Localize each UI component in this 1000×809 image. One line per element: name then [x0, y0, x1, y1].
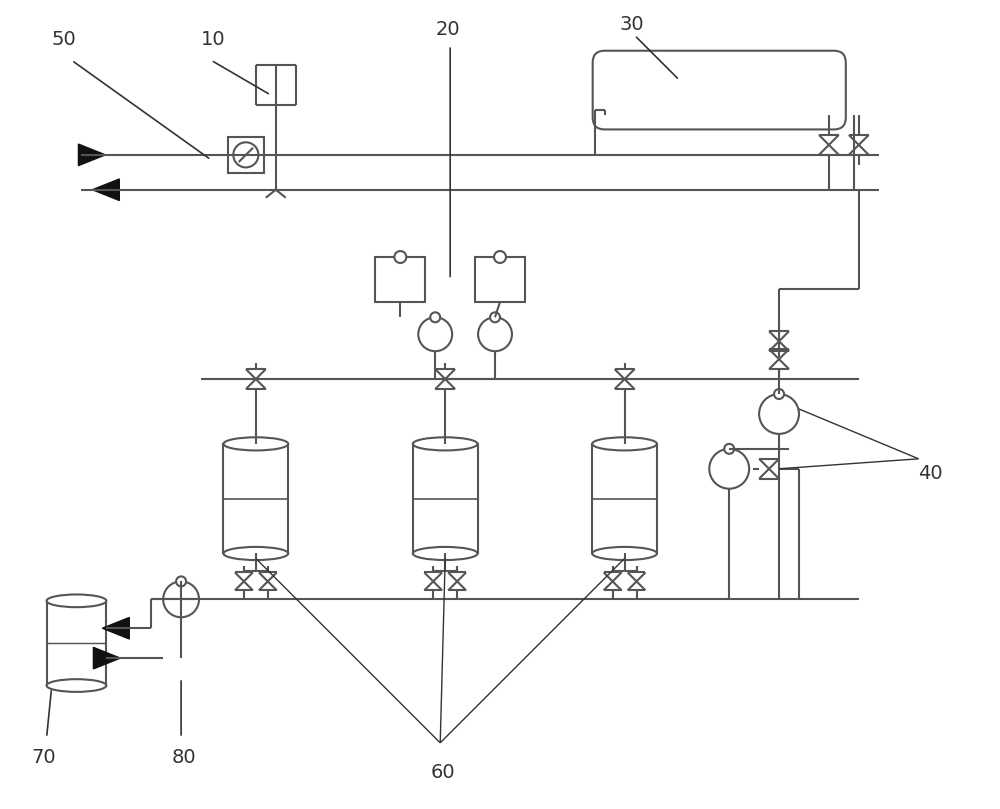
Bar	[223, 444, 288, 553]
Circle shape	[709, 449, 749, 489]
Circle shape	[176, 576, 186, 587]
Ellipse shape	[592, 547, 657, 560]
Circle shape	[430, 312, 440, 322]
Text: 10: 10	[201, 30, 226, 49]
Text: 40: 40	[919, 464, 943, 483]
Polygon shape	[102, 617, 129, 639]
Ellipse shape	[47, 680, 106, 692]
Bar	[592, 444, 657, 553]
Polygon shape	[78, 144, 105, 166]
Circle shape	[233, 142, 258, 167]
Bar	[47, 601, 106, 685]
Bar	[228, 137, 264, 173]
FancyBboxPatch shape	[593, 51, 846, 129]
Ellipse shape	[223, 438, 288, 451]
Circle shape	[478, 317, 512, 351]
Circle shape	[490, 312, 500, 322]
Polygon shape	[92, 179, 119, 201]
Ellipse shape	[592, 438, 657, 451]
Bar	[475, 257, 525, 302]
Ellipse shape	[413, 547, 478, 560]
Circle shape	[494, 251, 506, 263]
Circle shape	[724, 444, 734, 454]
Bar	[375, 257, 425, 302]
Text: 60: 60	[430, 763, 455, 781]
Text: 80: 80	[171, 748, 196, 767]
Circle shape	[418, 317, 452, 351]
Circle shape	[774, 389, 784, 399]
Text: 30: 30	[620, 15, 644, 34]
Bar	[413, 444, 478, 553]
Text: 50: 50	[52, 30, 76, 49]
Text: 20: 20	[435, 20, 460, 40]
Ellipse shape	[413, 438, 478, 451]
Ellipse shape	[47, 595, 106, 608]
Polygon shape	[93, 647, 120, 669]
Circle shape	[759, 394, 799, 434]
Text: 70: 70	[32, 748, 56, 767]
Ellipse shape	[223, 547, 288, 560]
Circle shape	[163, 582, 199, 617]
Circle shape	[394, 251, 406, 263]
